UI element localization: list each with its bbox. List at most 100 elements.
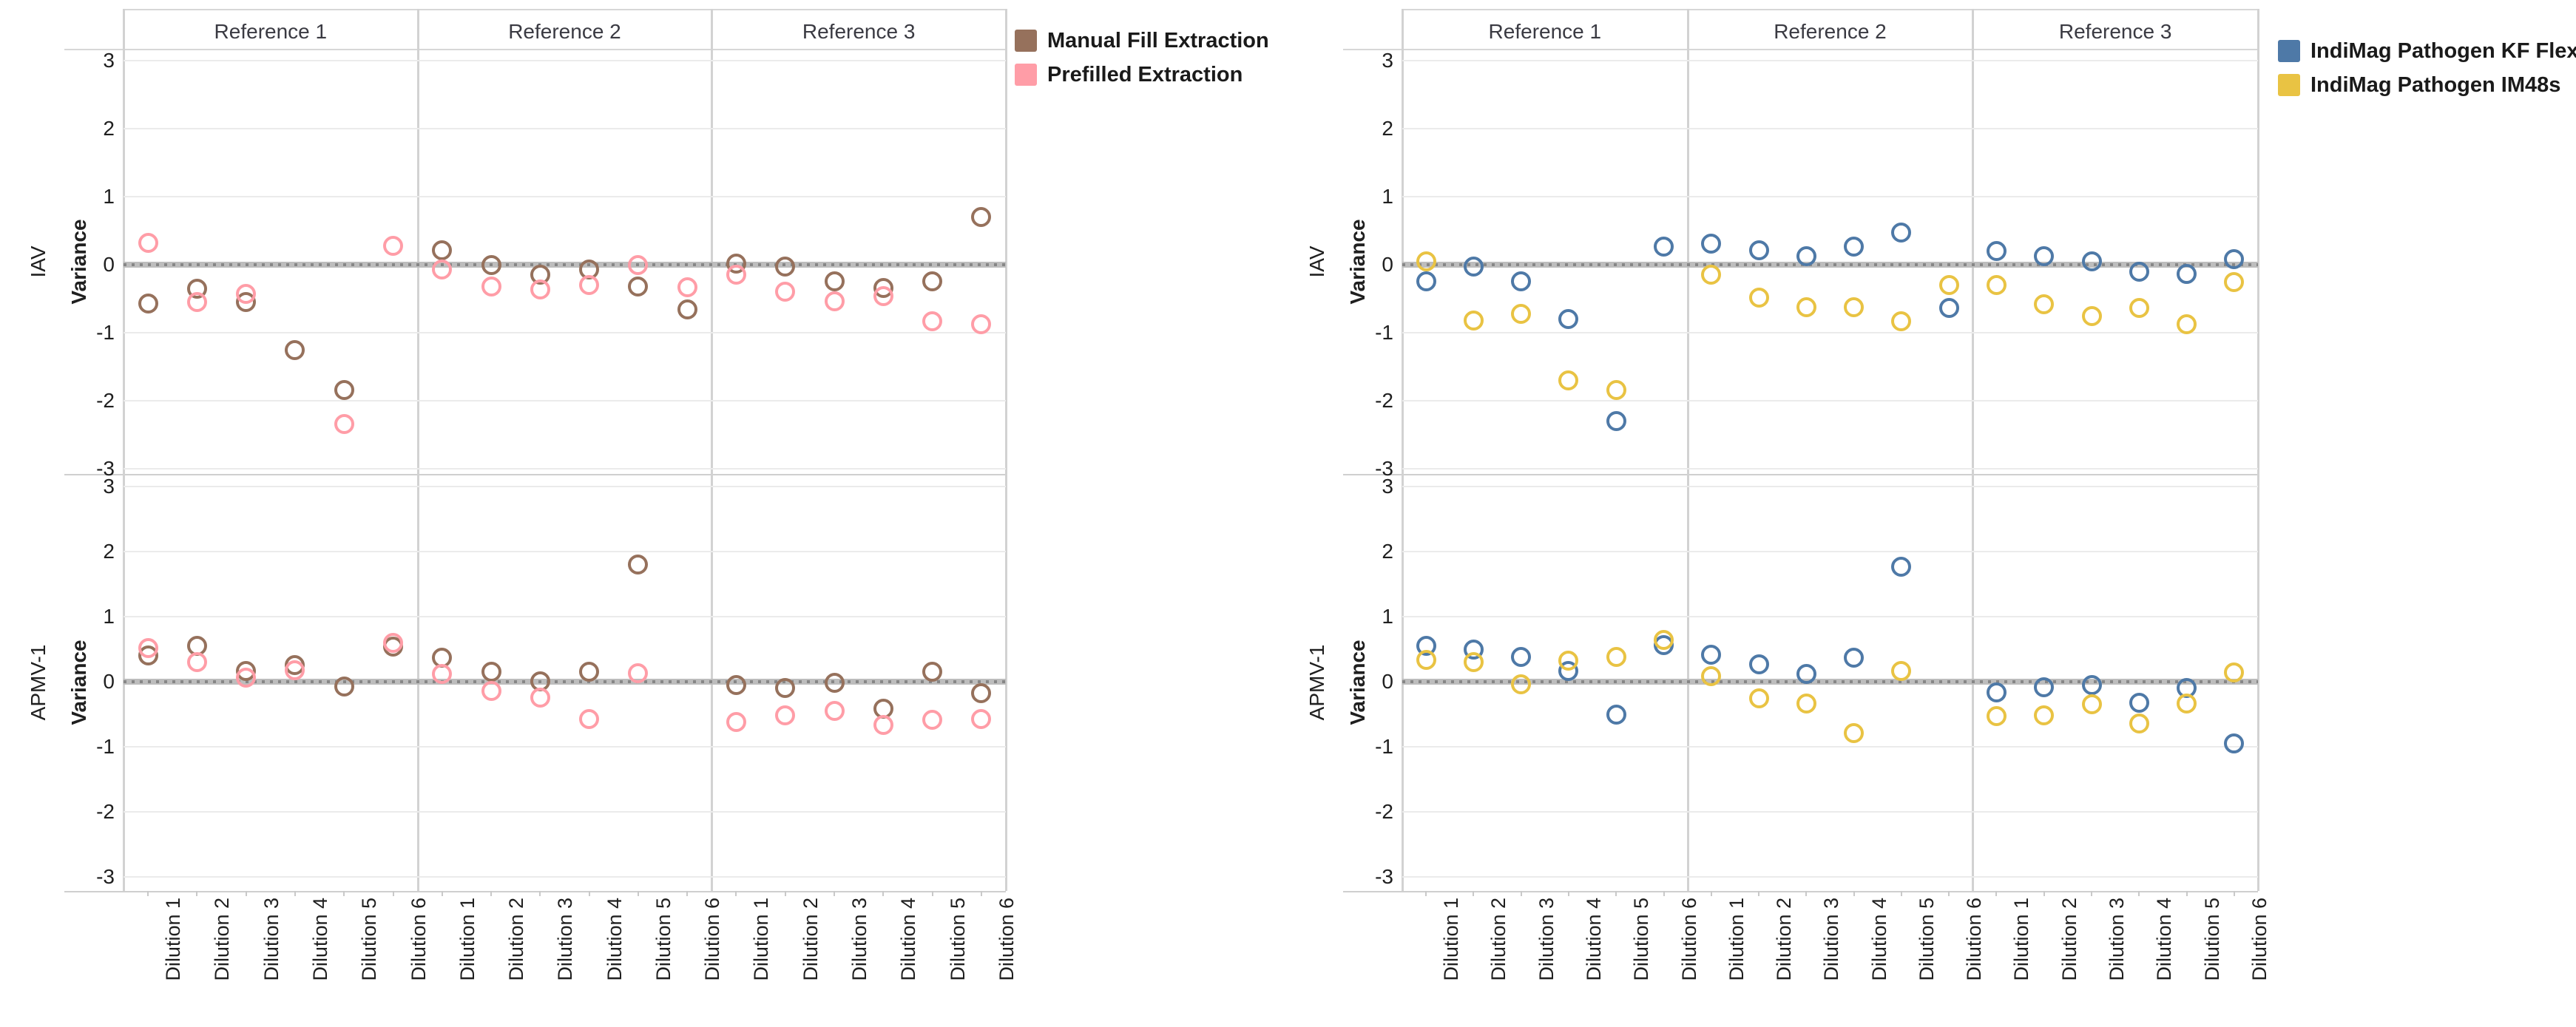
data-point[interactable]	[922, 311, 943, 331]
data-point[interactable]	[138, 637, 158, 658]
data-point[interactable]	[824, 673, 845, 694]
data-point[interactable]	[775, 678, 796, 699]
data-point[interactable]	[1891, 223, 1912, 243]
data-point[interactable]	[824, 271, 845, 291]
data-point[interactable]	[971, 683, 992, 704]
data-point[interactable]	[1606, 647, 1626, 668]
data-point[interactable]	[1986, 241, 2007, 262]
data-point[interactable]	[1416, 650, 1436, 671]
data-point[interactable]	[677, 277, 697, 297]
data-point[interactable]	[1463, 652, 1484, 673]
data-point[interactable]	[236, 668, 257, 688]
data-point[interactable]	[2034, 677, 2055, 697]
data-point[interactable]	[971, 207, 992, 228]
data-point[interactable]	[138, 233, 158, 254]
data-point[interactable]	[1416, 271, 1436, 291]
data-point[interactable]	[2081, 694, 2102, 715]
data-point[interactable]	[1891, 556, 1912, 577]
data-point[interactable]	[677, 299, 697, 320]
legend-swatch[interactable]	[2278, 74, 2300, 96]
data-point[interactable]	[1701, 265, 1722, 285]
data-point[interactable]	[1558, 370, 1579, 390]
data-point[interactable]	[1558, 651, 1579, 671]
data-point[interactable]	[971, 313, 992, 334]
data-point[interactable]	[726, 265, 746, 285]
data-point[interactable]	[1938, 298, 1959, 319]
data-point[interactable]	[432, 663, 453, 684]
data-point[interactable]	[628, 663, 649, 684]
data-point[interactable]	[1844, 723, 1865, 744]
data-point[interactable]	[481, 255, 501, 276]
data-point[interactable]	[383, 632, 404, 653]
legend-label[interactable]: Manual Fill Extraction	[1047, 29, 1269, 52]
data-point[interactable]	[2081, 674, 2102, 695]
data-point[interactable]	[285, 660, 305, 680]
data-point[interactable]	[2034, 294, 2055, 314]
data-point[interactable]	[1606, 379, 1626, 400]
data-point[interactable]	[1416, 251, 1436, 271]
data-point[interactable]	[1558, 309, 1579, 330]
data-point[interactable]	[383, 235, 404, 256]
data-point[interactable]	[1606, 411, 1626, 432]
data-point[interactable]	[1796, 693, 1816, 714]
data-point[interactable]	[138, 293, 158, 313]
data-point[interactable]	[1748, 287, 1769, 308]
data-point[interactable]	[1844, 296, 1865, 317]
data-point[interactable]	[1796, 245, 1816, 266]
data-point[interactable]	[186, 652, 207, 673]
data-point[interactable]	[1986, 682, 2007, 703]
data-point[interactable]	[971, 708, 992, 729]
data-point[interactable]	[285, 340, 305, 361]
data-point[interactable]	[628, 255, 649, 276]
data-point[interactable]	[1606, 705, 1626, 725]
legend-label[interactable]: IndiMag Pathogen IM48s	[2310, 73, 2561, 97]
data-point[interactable]	[579, 708, 600, 729]
data-point[interactable]	[1796, 663, 1816, 684]
data-point[interactable]	[2224, 272, 2245, 293]
data-point[interactable]	[1463, 310, 1484, 331]
data-point[interactable]	[1511, 303, 1532, 324]
data-point[interactable]	[1654, 236, 1674, 257]
data-point[interactable]	[2177, 694, 2197, 714]
data-point[interactable]	[628, 555, 649, 575]
legend-label[interactable]: Prefilled Extraction	[1047, 63, 1243, 87]
data-point[interactable]	[824, 701, 845, 722]
data-point[interactable]	[1748, 240, 1769, 261]
data-point[interactable]	[2129, 261, 2149, 282]
data-point[interactable]	[432, 259, 453, 279]
data-point[interactable]	[2129, 298, 2149, 319]
data-point[interactable]	[236, 284, 257, 305]
data-point[interactable]	[2224, 249, 2245, 270]
data-point[interactable]	[922, 709, 943, 730]
legend-swatch[interactable]	[2278, 40, 2300, 62]
data-point[interactable]	[726, 712, 746, 733]
data-point[interactable]	[186, 292, 207, 313]
data-point[interactable]	[481, 662, 501, 682]
data-point[interactable]	[775, 705, 796, 726]
data-point[interactable]	[2034, 246, 2055, 267]
data-point[interactable]	[530, 279, 550, 299]
data-point[interactable]	[1654, 630, 1674, 651]
data-point[interactable]	[579, 275, 600, 296]
data-point[interactable]	[334, 676, 354, 696]
data-point[interactable]	[432, 240, 453, 261]
data-point[interactable]	[824, 291, 845, 312]
data-point[interactable]	[2034, 705, 2055, 726]
legend-swatch[interactable]	[1015, 64, 1037, 86]
data-point[interactable]	[1701, 233, 1722, 254]
data-point[interactable]	[2177, 264, 2197, 285]
data-point[interactable]	[873, 714, 893, 735]
data-point[interactable]	[1511, 271, 1532, 291]
legend-swatch[interactable]	[1015, 30, 1037, 52]
data-point[interactable]	[726, 674, 746, 695]
data-point[interactable]	[1511, 647, 1532, 668]
data-point[interactable]	[1463, 257, 1484, 277]
data-point[interactable]	[1748, 688, 1769, 708]
data-point[interactable]	[2081, 251, 2102, 271]
data-point[interactable]	[579, 662, 600, 682]
data-point[interactable]	[1844, 236, 1865, 257]
data-point[interactable]	[2129, 713, 2149, 733]
data-point[interactable]	[2081, 305, 2102, 326]
data-point[interactable]	[1986, 275, 2007, 296]
data-point[interactable]	[530, 687, 550, 708]
